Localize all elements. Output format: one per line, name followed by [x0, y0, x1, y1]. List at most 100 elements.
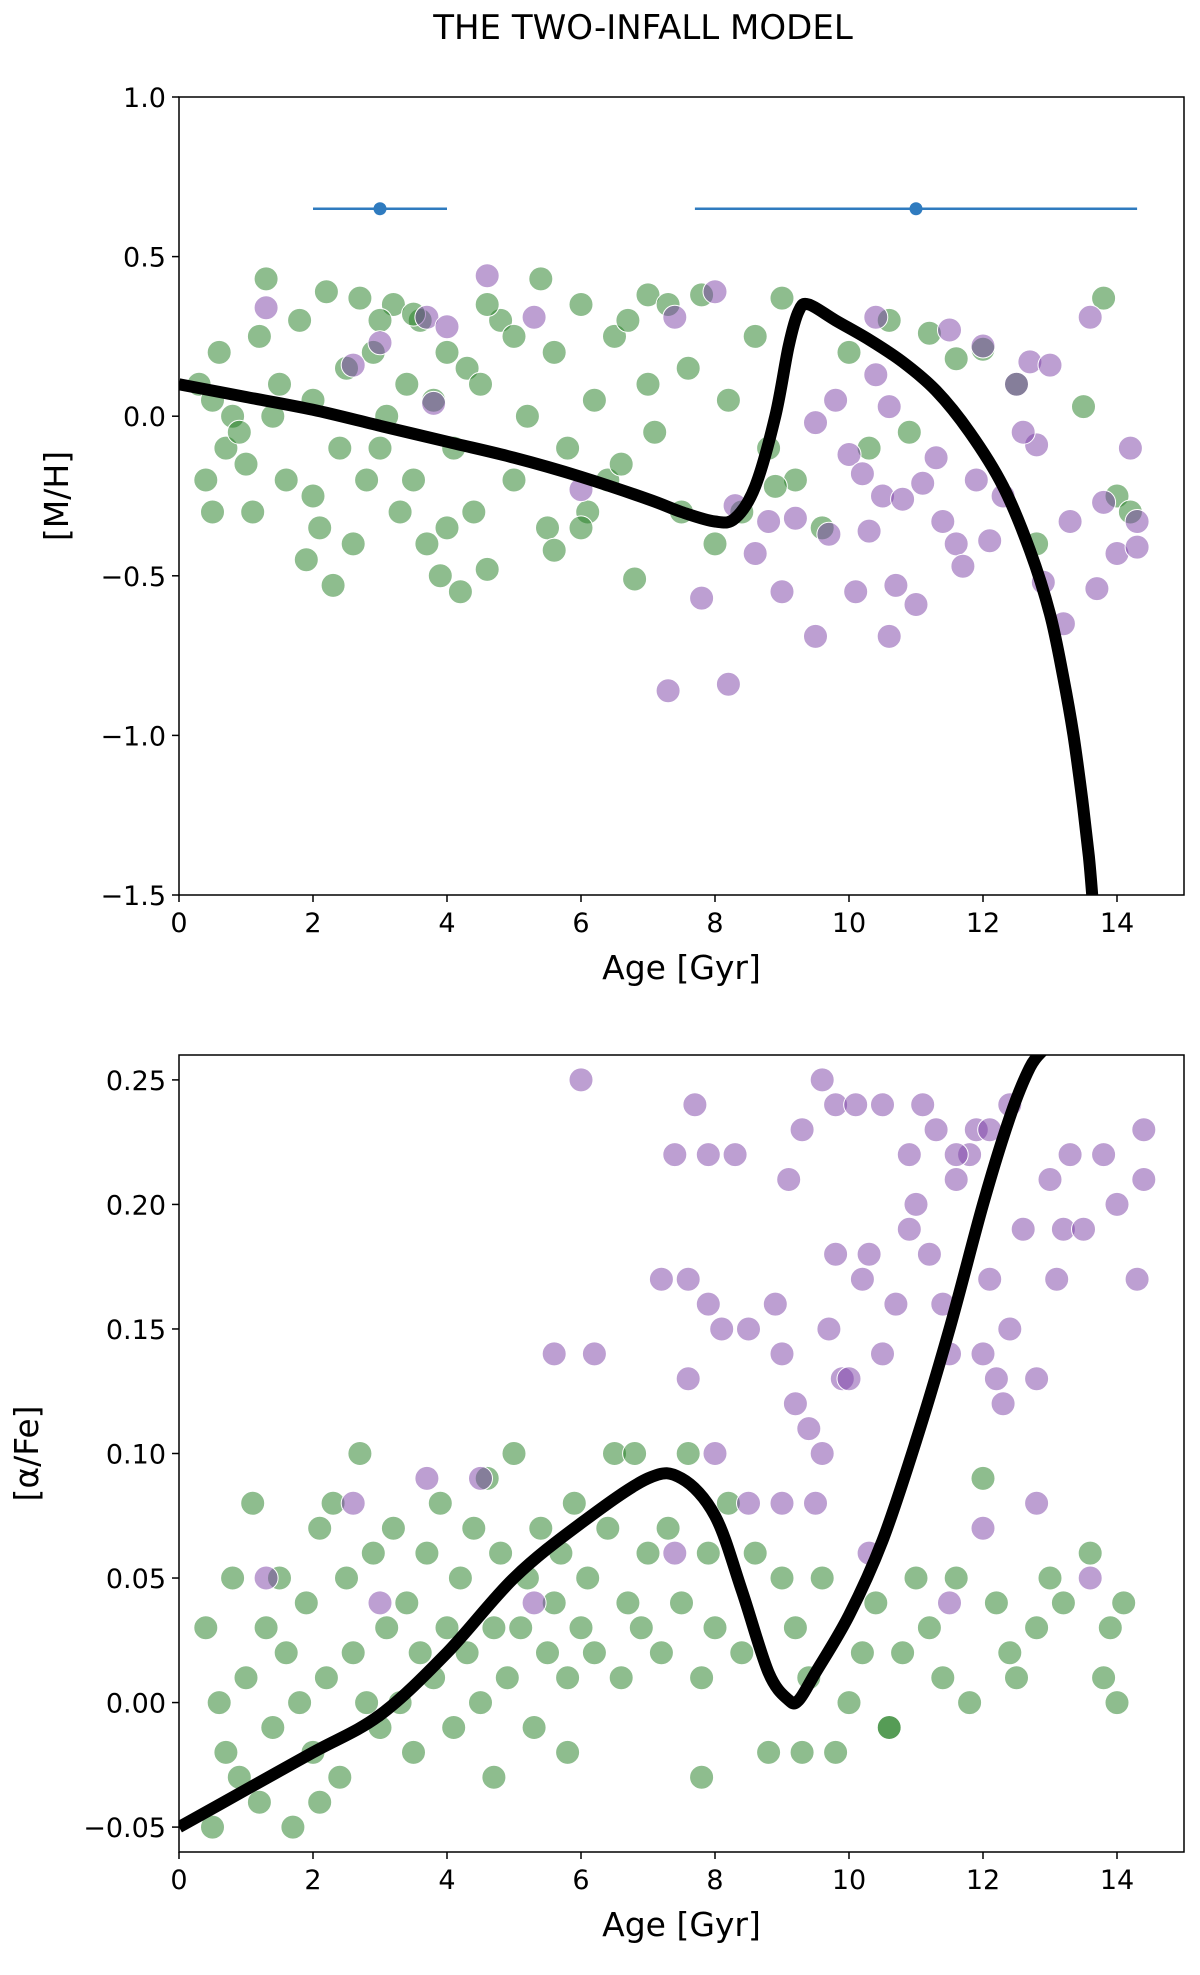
green-data-point [836, 339, 862, 365]
green-data-point [246, 1789, 272, 1815]
purple-data-point [883, 572, 909, 598]
purple-data-point [816, 521, 842, 547]
purple-data-point [421, 390, 447, 416]
purple-data-point [896, 1142, 922, 1168]
x-tick-label: 14 [1100, 1865, 1134, 1896]
purple-data-point [836, 1366, 862, 1392]
purple-data-point [468, 1465, 493, 1491]
x-tick-label: 12 [966, 908, 1000, 939]
green-data-point [327, 435, 353, 461]
green-data-point [347, 1441, 373, 1466]
green-data-point [528, 1515, 554, 1541]
y-tick-label: 0.00 [106, 1689, 166, 1720]
green-data-point [434, 339, 460, 365]
green-data-point [568, 515, 594, 541]
green-data-point [334, 1565, 359, 1591]
purple-data-point [474, 263, 500, 289]
purple-data-point [662, 1142, 688, 1168]
green-data-point [287, 1690, 313, 1716]
green-data-point [575, 1565, 601, 1591]
purple-data-point [977, 1266, 1003, 1292]
x-tick-label: 10 [832, 908, 866, 939]
purple-data-point [1010, 1216, 1036, 1242]
green-data-point [756, 1739, 782, 1765]
purple-data-point [896, 1216, 922, 1242]
green-data-point [943, 1565, 969, 1591]
purple-data-point [970, 333, 996, 359]
purple-data-point [695, 1142, 721, 1168]
y-tick-label: 0.15 [106, 1315, 166, 1346]
green-data-point [260, 1715, 286, 1740]
purple-data-point [1071, 1216, 1096, 1242]
purple-data-point [990, 1391, 1016, 1417]
green-data-point [494, 1665, 520, 1691]
purple-data-point [1024, 1490, 1050, 1516]
green-data-point [1111, 1590, 1137, 1616]
green-data-point [414, 531, 440, 557]
green-data-point [635, 371, 661, 397]
y-tick-label: 0.0 [123, 402, 166, 433]
green-data-point [608, 1665, 634, 1691]
green-data-point [702, 531, 728, 557]
green-data-point [622, 1441, 648, 1466]
green-data-point [447, 1565, 473, 1591]
green-data-point [508, 1615, 534, 1641]
purple-data-point [870, 1092, 895, 1118]
purple-data-point [769, 579, 795, 605]
green-data-point [930, 1665, 956, 1691]
green-data-point [474, 292, 500, 317]
purple-data-point [340, 352, 366, 378]
green-data-point [689, 1665, 715, 1691]
x-tick-label: 0 [170, 1865, 187, 1896]
green-data-point [903, 1565, 929, 1591]
green-data-point [695, 1540, 721, 1566]
green-data-point [863, 1590, 889, 1616]
purple-data-point [782, 1391, 808, 1417]
purple-data-point [648, 1266, 674, 1292]
purple-data-point [1124, 1266, 1150, 1292]
green-data-point [983, 1590, 1009, 1616]
green-data-point [414, 1540, 440, 1566]
purple-data-point [870, 1341, 895, 1367]
purple-data-point [1091, 1142, 1117, 1168]
green-data-point [246, 323, 272, 349]
purple-data-point [963, 467, 989, 493]
green-data-point [394, 371, 420, 397]
purple-data-point [950, 553, 976, 579]
purple-data-point [876, 623, 902, 649]
green-data-point [307, 515, 333, 541]
purple-data-point [816, 1316, 842, 1342]
green-data-point [401, 1739, 426, 1765]
y-tick-label: −0.05 [83, 1813, 166, 1844]
green-data-point [782, 1615, 808, 1641]
green-data-point [568, 292, 594, 317]
green-data-point [561, 1490, 587, 1516]
green-data-point [896, 419, 922, 445]
purple-data-point [843, 579, 869, 605]
purple-data-point [521, 304, 547, 330]
purple-data-point [1131, 1117, 1157, 1143]
green-data-point [441, 1715, 467, 1740]
metallicity-plot-frame [178, 96, 1185, 896]
alpha-fe-points [193, 1067, 1157, 1840]
green-data-point [823, 1739, 849, 1765]
green-data-point [407, 1640, 433, 1666]
green-data-point [434, 515, 460, 541]
green-data-point [669, 1590, 694, 1616]
purple-data-point [782, 505, 808, 531]
purple-data-point [823, 387, 849, 413]
y-tick-label: 0.05 [106, 1564, 166, 1595]
purple-data-point [568, 1067, 594, 1093]
green-data-point [1004, 1665, 1029, 1691]
purple-data-point [1104, 1191, 1130, 1217]
green-data-point [689, 1764, 715, 1790]
x-tick-label: 2 [304, 908, 321, 939]
purple-data-point [856, 518, 882, 544]
purple-data-point [916, 1241, 942, 1267]
green-data-point [447, 579, 473, 605]
green-data-point [293, 1590, 319, 1616]
x-tick-label: 8 [706, 908, 723, 939]
x-tick-label: 4 [438, 908, 455, 939]
green-data-point [957, 1690, 983, 1716]
green-data-point [622, 566, 648, 592]
